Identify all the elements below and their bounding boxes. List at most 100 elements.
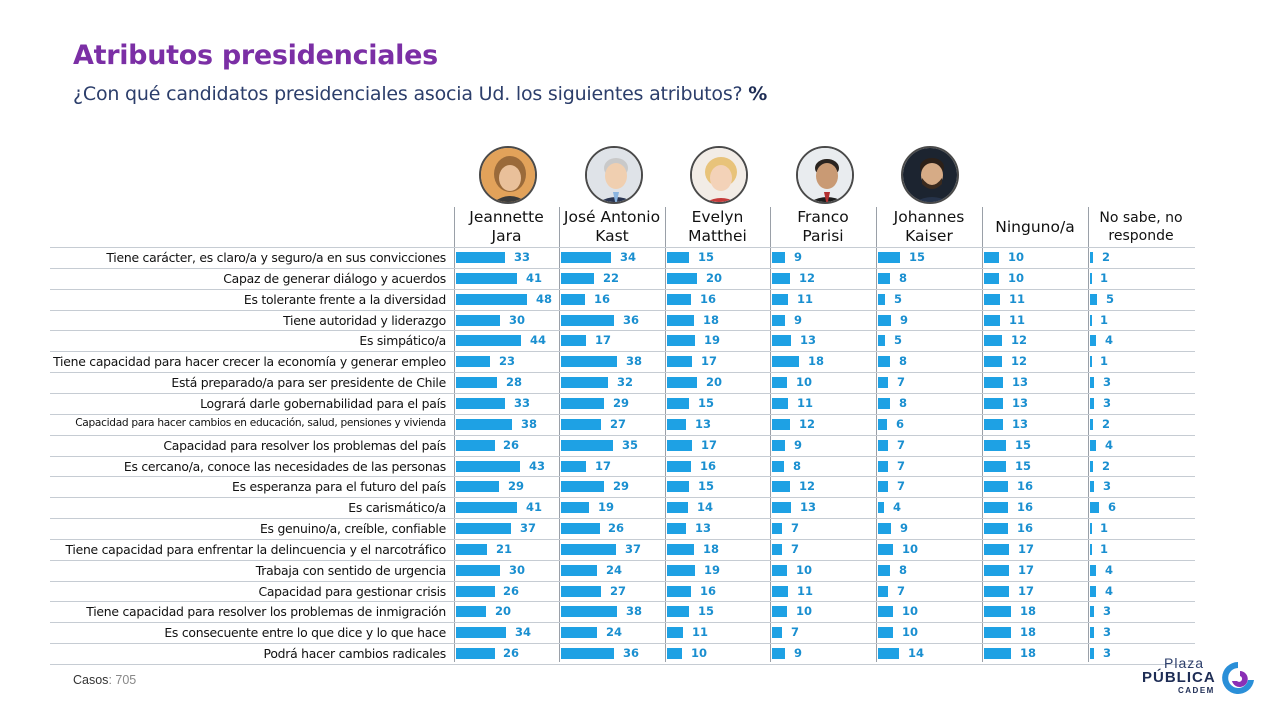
bar-ninguno — [984, 398, 1004, 409]
bar-kast — [561, 377, 609, 388]
row-divider — [50, 664, 1195, 665]
column-header-ninguno: Ninguno/a — [995, 217, 1075, 236]
row-divider — [50, 497, 1195, 498]
bar-nsnr — [1090, 356, 1092, 367]
bar-matthei — [667, 523, 687, 534]
value-label-kast: 19 — [598, 500, 615, 514]
value-label-jara: 48 — [536, 292, 553, 306]
value-label-nsnr: 6 — [1108, 500, 1117, 514]
value-label-matthei: 15 — [698, 604, 715, 618]
attribute-label: Es carismático/a — [348, 500, 446, 515]
cases-label: Casos — [73, 673, 109, 687]
bar-jara — [456, 377, 498, 388]
value-label-kast: 29 — [613, 396, 630, 410]
attribute-label: Capacidad para hacer cambios en educació… — [75, 417, 446, 429]
bar-matthei — [667, 294, 691, 305]
bar-ninguno — [984, 294, 1001, 305]
value-label-nsnr: 1 — [1100, 313, 1109, 327]
value-label-ninguno: 17 — [1018, 542, 1035, 556]
bar-nsnr — [1090, 627, 1095, 638]
logo-main-text: PÚBLICA — [1142, 669, 1216, 686]
value-label-matthei: 17 — [701, 438, 718, 452]
attribute-label: Capacidad para gestionar crisis — [258, 584, 446, 599]
attribute-label: Es consecuente entre lo que dice y lo qu… — [164, 625, 446, 640]
value-label-ninguno: 16 — [1017, 479, 1034, 493]
row-divider — [50, 310, 1195, 311]
bar-kaiser — [878, 461, 889, 472]
bar-parisi — [772, 565, 787, 576]
bar-kast — [561, 586, 601, 597]
attribute-label: Tiene capacidad para resolver los proble… — [86, 604, 446, 619]
value-label-nsnr: 3 — [1103, 604, 1112, 618]
bar-kast — [561, 419, 601, 430]
value-label-nsnr: 4 — [1105, 563, 1114, 577]
bar-matthei — [667, 565, 696, 576]
value-label-nsnr: 3 — [1103, 375, 1112, 389]
value-label-parisi: 7 — [791, 542, 800, 556]
bar-kaiser — [878, 356, 890, 367]
subtitle-unit: % — [748, 83, 768, 105]
logo-top-text: Plaza — [1164, 655, 1205, 671]
value-label-jara: 41 — [526, 271, 543, 285]
value-label-ninguno: 18 — [1020, 604, 1037, 618]
value-label-jara: 33 — [514, 396, 531, 410]
bar-parisi — [772, 377, 787, 388]
bar-jara — [456, 419, 513, 430]
bar-kast — [561, 356, 618, 367]
bar-matthei — [667, 440, 693, 451]
row-divider — [50, 518, 1195, 519]
bar-kaiser — [878, 627, 893, 638]
bar-ninguno — [984, 586, 1010, 597]
bar-nsnr — [1090, 335, 1096, 346]
value-label-parisi: 13 — [800, 500, 817, 514]
page-title: Atributos presidenciales — [73, 40, 438, 71]
value-label-kast: 27 — [610, 417, 627, 431]
value-label-jara: 23 — [499, 354, 516, 368]
row-divider — [50, 414, 1195, 415]
bar-nsnr — [1090, 481, 1095, 492]
value-label-kast: 22 — [603, 271, 620, 285]
row-divider — [50, 560, 1195, 561]
value-label-nsnr: 1 — [1100, 271, 1109, 285]
value-label-matthei: 19 — [704, 333, 721, 347]
cases-value: : 705 — [108, 673, 137, 687]
bar-nsnr — [1090, 606, 1095, 617]
bar-ninguno — [984, 419, 1004, 430]
value-label-jara: 34 — [515, 625, 532, 639]
bar-kast — [561, 461, 587, 472]
value-label-nsnr: 4 — [1105, 438, 1114, 452]
bar-kast — [561, 627, 597, 638]
logo-swirl-icon — [1222, 662, 1254, 694]
value-label-kaiser: 7 — [897, 459, 906, 473]
bar-parisi — [772, 419, 790, 430]
value-label-jara: 37 — [520, 521, 537, 535]
value-label-parisi: 8 — [793, 459, 802, 473]
row-divider — [50, 476, 1195, 477]
value-label-kast: 38 — [626, 354, 643, 368]
value-label-kaiser: 14 — [908, 646, 925, 660]
bar-nsnr — [1090, 461, 1093, 472]
column-separator — [770, 207, 771, 662]
subtitle-text: ¿Con qué candidatos presidenciales asoci… — [73, 83, 743, 105]
value-label-kaiser: 5 — [894, 292, 903, 306]
bar-nsnr — [1090, 502, 1099, 513]
bar-matthei — [667, 461, 691, 472]
value-label-matthei: 16 — [700, 292, 717, 306]
bar-kaiser — [878, 481, 889, 492]
value-label-kaiser: 15 — [909, 250, 926, 264]
attribute-label: Trabaja con sentido de urgencia — [255, 563, 447, 578]
bar-parisi — [772, 606, 787, 617]
value-label-parisi: 12 — [799, 417, 816, 431]
column-separator — [876, 207, 877, 662]
bar-parisi — [772, 440, 786, 451]
bar-jara — [456, 502, 517, 513]
value-label-jara: 41 — [526, 500, 543, 514]
value-label-parisi: 18 — [808, 354, 825, 368]
bar-ninguno — [984, 315, 1001, 326]
value-label-parisi: 9 — [794, 313, 803, 327]
value-label-nsnr: 4 — [1105, 584, 1114, 598]
bar-kaiser — [878, 523, 892, 534]
cases-note: Casos: 705 — [73, 673, 136, 687]
value-label-jara: 28 — [506, 375, 523, 389]
bar-kast — [561, 273, 594, 284]
